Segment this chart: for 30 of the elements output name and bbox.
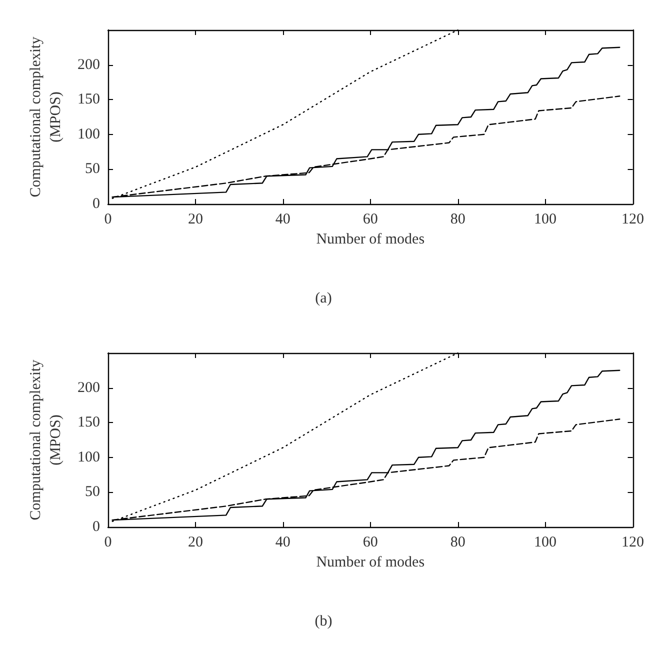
y-tick-label: 200	[78, 56, 100, 73]
y-tick-label: 150	[78, 414, 100, 431]
text: (a)	[315, 290, 332, 306]
y-axis-title: Computational complexity (MPOS)	[28, 359, 64, 520]
y-tick-label: 100	[78, 449, 100, 466]
y-tick-label: 100	[78, 126, 100, 142]
y-tick-label: 50	[85, 484, 100, 500]
y-tick-label: 0	[92, 196, 100, 212]
x-tick-label: 120	[622, 212, 644, 228]
y-axis-title: Computational complexity (MPOS)	[28, 36, 64, 198]
y-tick-label: 50	[85, 161, 100, 178]
x-tick-label: 60	[362, 534, 378, 550]
x-tick-label: 0	[104, 212, 112, 228]
text: (b)	[314, 614, 332, 630]
y-tick-label: 150	[78, 92, 100, 108]
x-axis-title: Number of modes	[316, 232, 425, 248]
x-tick-label: 40	[275, 212, 290, 228]
x-tick-label: 120	[622, 534, 644, 550]
x-tick-label: 40	[275, 534, 290, 550]
x-axis-title: Number of modes	[316, 554, 425, 570]
x-tick-label: 20	[188, 534, 203, 550]
x-tick-label: 60	[362, 212, 378, 228]
y-tick-label: 0	[92, 519, 100, 535]
x-tick-label: 80	[450, 534, 466, 550]
x-tick-label: 0	[104, 534, 112, 550]
x-tick-label: 100	[534, 534, 557, 550]
x-tick-label: 20	[188, 212, 203, 228]
y-tick-label: 200	[78, 380, 100, 396]
x-tick-label: 100	[534, 212, 557, 228]
x-tick-label: 80	[450, 212, 466, 228]
